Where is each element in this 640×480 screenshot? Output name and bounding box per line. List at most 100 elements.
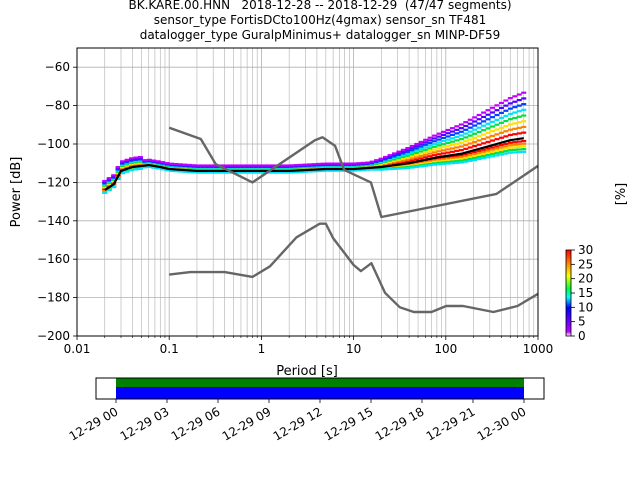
heatmap-cell [454,128,460,131]
heatmap-cell [458,156,464,159]
heatmap-cell [494,128,500,131]
heatmap-cell [521,120,527,123]
heatmap-cell [405,150,411,154]
heatmap-cell [521,131,527,134]
heatmap-cell [503,147,509,150]
heatmap-cell [427,155,433,158]
heatmap-cell [195,164,201,167]
heatmap-cell [463,156,469,160]
heatmap-cell [516,143,522,146]
heatmap-cell [137,157,143,160]
heatmap-cell [115,167,121,170]
heatmap-cell [463,158,469,161]
heatmap-cell [356,169,362,172]
chart-title-line-3: datalogger_type GuralpMinimus+ datalogge… [139,28,501,42]
heatmap-cell [405,166,411,170]
heatmap-cell [440,158,446,161]
heatmap-cell [414,145,420,148]
heatmap-cell [481,133,487,136]
heatmap-cell [423,162,429,165]
heatmap-cell [440,146,446,149]
heatmap-cell [445,151,451,154]
y-tick-label: −160 [37,252,70,266]
heatmap-cell [463,121,469,124]
heatmap-cell [436,163,442,166]
heatmap-cell [512,100,518,103]
heatmap-cell [111,176,117,179]
heatmap-cell [414,158,420,161]
heatmap-cell [436,157,442,160]
heatmap-cell [440,140,446,143]
heatmap-cell [432,159,438,162]
heatmap-cell [347,162,353,165]
timeline-tick-label: 12-29 18 [373,404,427,443]
heatmap-cell [405,154,411,157]
grid-lines [76,48,538,337]
heatmap-cell [418,161,424,165]
heatmap-cell [521,148,527,151]
heatmap-cell [449,143,455,147]
heatmap-cell [137,159,143,162]
heatmap-cell [418,140,424,144]
heatmap-cell [498,111,504,115]
heatmap-cell [432,140,438,143]
heatmap-cell [494,118,500,121]
heatmap-cell [449,162,455,165]
heatmap-cell [320,169,326,172]
heatmap-cell [128,160,134,163]
heatmap-cell [258,164,264,167]
heatmap-cell [249,164,255,167]
heatmap-cell [115,171,121,174]
heatmap-cell [485,131,491,134]
heatmap-cell [490,125,496,128]
heatmap-cell [102,182,108,185]
heatmap-cell [445,132,451,135]
heatmap-cell [307,163,313,166]
heatmap-cell [476,122,482,125]
heatmap-cell [481,137,487,141]
heatmap-cell [485,136,491,139]
heatmap-cell [485,140,491,144]
heatmap-cell [400,167,406,170]
heatmap-cell [507,133,513,137]
heatmap-cell [146,165,152,169]
heatmap-cell [458,159,464,162]
heatmap-cell [124,158,130,161]
heatmap-cell [467,155,473,159]
heatmap-cell [445,141,451,145]
heatmap-cell [467,152,473,155]
heatmap-cell [133,161,139,164]
heatmap-cell [124,159,130,163]
heatmap-cell [498,121,504,124]
heatmap-cell [472,124,478,127]
heatmap-cell [498,146,504,149]
heatmap-cell [490,148,496,151]
heatmap-cell [137,155,143,159]
heatmap-cell [467,126,473,129]
heatmap-cell [423,146,429,149]
heatmap-cell [418,145,424,148]
timeline-tick-label: 12-29 12 [271,404,325,443]
heatmap-cell [186,170,192,174]
heatmap-cell [120,160,126,163]
timeline-tick-label: 12-30 00 [475,404,529,443]
heatmap-cell [423,159,429,163]
heatmap-cell [414,165,420,169]
heatmap-cell [396,150,402,153]
heatmap-cell [383,155,389,159]
y-tick-label: −80 [45,99,70,113]
heatmap-cell [427,162,433,166]
heatmap-cell [458,145,464,148]
heatmap-cell [115,169,121,172]
heatmap-cell [463,155,469,158]
heatmap-cell [485,122,491,125]
heatmap-cell [115,168,121,171]
heatmap-cell [423,153,429,156]
heatmap-cell [432,134,438,137]
heatmap-cell [409,149,415,152]
heatmap-cell [173,170,179,173]
heatmap-cell [454,142,460,146]
heatmap-cell [133,163,139,166]
y-tick-label: −180 [37,291,70,305]
